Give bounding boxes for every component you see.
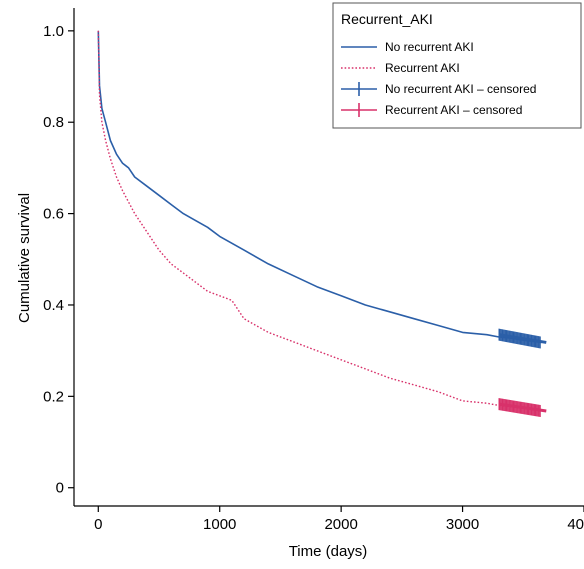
recurrent-aki-line (97, 30, 542, 412)
legend-entry-recurrent-aki-censored-label: Recurrent AKI – censored (385, 103, 522, 117)
series-lines (97, 30, 542, 412)
y-tick-label: 0.6 (43, 206, 64, 223)
x-tick-label: 3000 (446, 516, 479, 533)
recurrent-aki-censor-band (498, 402, 547, 413)
legend-entry-no-recurrent-aki-censored-label: No recurrent AKI – censored (385, 82, 536, 96)
x-tick-label: 0 (94, 516, 102, 533)
y-tick-label: 0.8 (43, 114, 64, 131)
legend-items: No recurrent AKI Recurrent AKI No recurren… (341, 40, 536, 117)
legend-title: Recurrent_AKI (341, 11, 433, 27)
y-tick-label: 1.0 (43, 23, 64, 40)
legend-entry-no-recurrent-aki-label: No recurrent AKI (385, 40, 474, 54)
x-tick-label: 2000 (324, 516, 357, 533)
legend: Recurrent_AKI No recurrent AKI Recurrent … (332, 2, 582, 129)
censor-marks (498, 328, 547, 417)
no-recurrent-aki-censor-band (498, 333, 547, 344)
no-recurrent-aki-line (97, 30, 542, 344)
y-tick-label: 0 (56, 480, 64, 497)
axes (73, 8, 584, 507)
x-tick-label: 1000 (203, 516, 236, 533)
legend-entry-recurrent-aki-label: Recurrent AKI (385, 61, 460, 75)
y-axis-title: Cumulative survival (16, 193, 33, 323)
y-tick-label: 0.2 (43, 388, 64, 405)
y-tick-label: 0.4 (43, 297, 64, 314)
legend-box (332, 2, 582, 129)
x-axis-title: Time (days) (289, 543, 368, 560)
